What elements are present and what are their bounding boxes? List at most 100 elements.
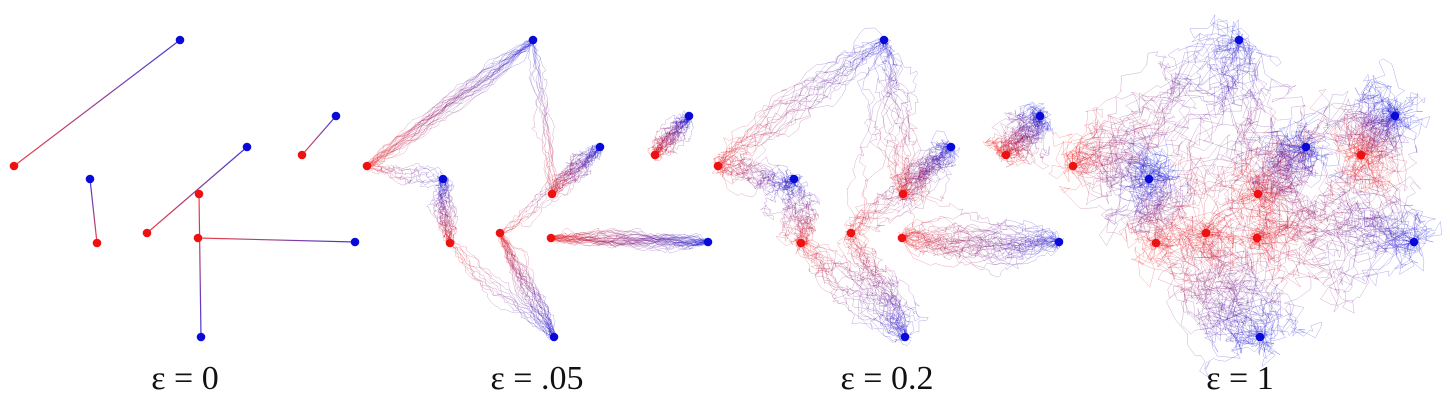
transport-path — [1232, 35, 1266, 201]
transport-path — [449, 242, 555, 338]
transport-path — [799, 242, 906, 338]
transport-path — [901, 226, 1064, 246]
transport-path — [550, 236, 709, 250]
transport-path — [1072, 20, 1240, 167]
source-point — [897, 233, 907, 243]
transport-path — [901, 227, 1060, 251]
transport-path — [901, 237, 1060, 266]
transport-path — [449, 242, 555, 338]
transport-path — [1173, 232, 1261, 359]
transport-path — [1238, 237, 1415, 293]
transport-path — [530, 39, 554, 195]
transport-path — [1333, 58, 1406, 156]
transport-path — [901, 232, 1060, 264]
transport-path — [883, 39, 913, 195]
transport-path — [366, 164, 444, 180]
transport-path — [880, 39, 909, 195]
transport-path — [850, 225, 906, 342]
transport-path — [1062, 150, 1150, 197]
panel-eps-0.05 — [362, 35, 713, 342]
transport-path — [1235, 39, 1308, 195]
transport-path — [1256, 130, 1310, 239]
transport-path — [1335, 74, 1396, 160]
transport-path — [1256, 219, 1425, 272]
transport-path — [901, 143, 952, 202]
transport-path — [1131, 164, 1194, 285]
transport-path — [551, 144, 602, 195]
source-point — [1253, 189, 1263, 199]
target-point — [703, 237, 713, 247]
transport-path — [1224, 232, 1294, 339]
transport-path — [1355, 92, 1423, 156]
target-point — [1035, 111, 1045, 121]
transport-path — [1153, 242, 1261, 345]
transport-path — [532, 39, 553, 195]
transport-path — [797, 242, 906, 343]
target-point — [1144, 174, 1154, 184]
transport-path — [1246, 187, 1423, 257]
transport-path — [847, 232, 906, 338]
transport-path — [441, 178, 451, 244]
panel-label-eps-0.05: ε = .05 — [490, 360, 584, 397]
transport-path — [438, 178, 452, 244]
transport-path — [532, 39, 555, 195]
transport-path — [1248, 146, 1327, 239]
transport-path — [499, 232, 555, 338]
transport-path — [499, 232, 555, 338]
transport-path — [1256, 216, 1415, 304]
source-point — [495, 228, 505, 238]
transport-path — [449, 242, 555, 338]
transport-path — [550, 232, 709, 250]
transport-path — [551, 146, 601, 195]
transport-path — [366, 39, 534, 167]
transport-path — [531, 39, 553, 195]
transport-path — [901, 227, 1060, 259]
transport-path — [1241, 92, 1396, 195]
transport-path — [432, 178, 452, 244]
transport-path — [717, 39, 885, 167]
transport-path — [1072, 137, 1170, 180]
transport-path — [366, 39, 534, 167]
transport-path — [800, 242, 906, 338]
transport-path — [788, 178, 811, 244]
transport-path — [550, 232, 709, 243]
transport-path — [551, 145, 601, 195]
transport-path — [1142, 164, 1198, 244]
transport-path — [1247, 112, 1331, 195]
target-point — [1409, 237, 1419, 247]
transport-path — [499, 232, 555, 338]
transport-path — [1134, 237, 1261, 346]
transport-path — [197, 237, 356, 243]
transport-path — [982, 107, 1041, 157]
source-point — [362, 161, 372, 171]
transport-path — [366, 39, 534, 167]
transport-path — [1118, 178, 1171, 262]
transport-path — [901, 237, 1060, 259]
transport-path — [800, 240, 906, 338]
transport-path — [551, 233, 708, 247]
source-point — [92, 238, 102, 248]
transport-path — [1155, 242, 1261, 345]
transport-path — [1052, 121, 1155, 184]
transport-path — [652, 115, 690, 162]
transport-path — [146, 146, 248, 234]
transport-path — [1256, 226, 1415, 314]
transport-path — [800, 235, 906, 338]
transport-path — [899, 138, 952, 196]
transport-path — [89, 178, 98, 244]
transport-path — [366, 39, 534, 167]
transport-path — [1360, 112, 1431, 203]
transport-path — [366, 39, 534, 167]
transport-path — [794, 239, 906, 343]
transport-path — [1336, 106, 1399, 193]
target-point — [1234, 35, 1244, 45]
transport-path — [843, 232, 906, 338]
transport-path — [1351, 149, 1415, 252]
transport-path — [425, 179, 453, 244]
transport-path — [850, 232, 906, 338]
transport-path — [846, 39, 892, 238]
target-point — [684, 111, 694, 121]
target-point — [175, 35, 185, 45]
transport-path — [879, 39, 919, 195]
transport-path — [366, 39, 534, 167]
